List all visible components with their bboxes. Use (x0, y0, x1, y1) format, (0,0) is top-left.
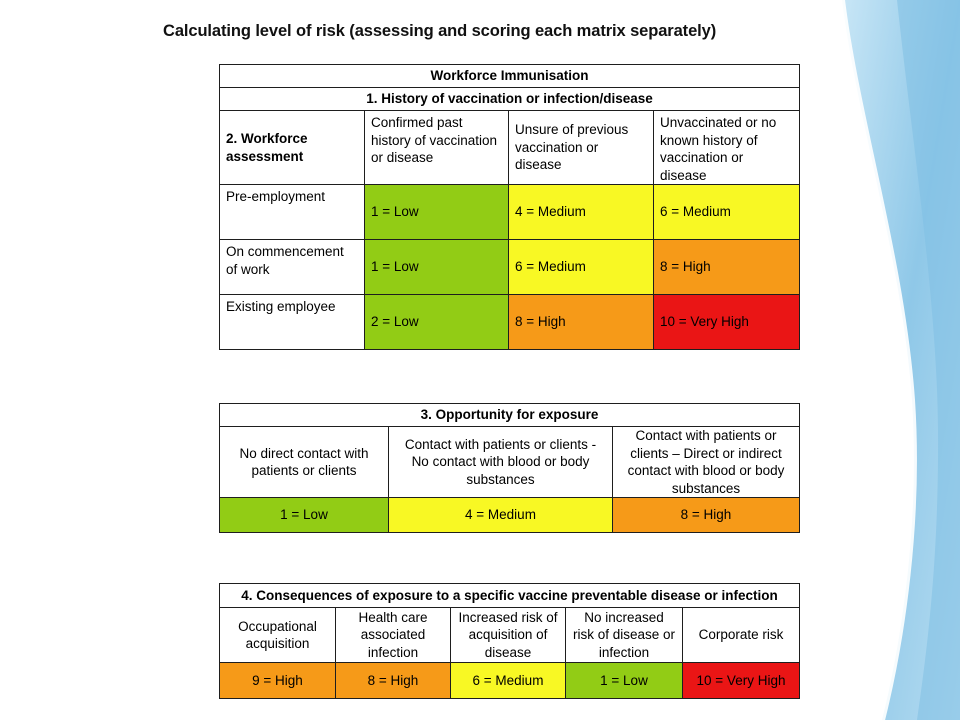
column-header: Contact with patients or clients – Direc… (612, 426, 800, 498)
risk-cell: 6 = Medium (652, 184, 801, 240)
column-header: No increased risk of disease or infectio… (565, 607, 683, 663)
risk-cell: 1 = Low (364, 184, 509, 240)
risk-cell: 10 = Very High (652, 294, 801, 350)
row-label: On commencement of work (219, 239, 365, 295)
risk-cell: 8 = High (508, 294, 654, 350)
matrix-title: 4. Consequences of exposure to a specifi… (219, 583, 800, 608)
row-label: Pre-employment (219, 184, 365, 240)
column-header: Unvaccinated or no known history of vacc… (652, 110, 801, 185)
column-header: Confirmed past history of vaccination or… (364, 110, 509, 185)
column-header: Increased risk of acquisition of disease (450, 607, 566, 663)
risk-cell: 6 = Medium (508, 239, 654, 295)
column-header: Contact with patients or clients - No co… (388, 426, 613, 498)
column-header: Health care associated infection (335, 607, 451, 663)
risk-cell: 9 = High (219, 662, 336, 699)
risk-cell: 2 = Low (364, 294, 509, 350)
matrix-subtitle: 1. History of vaccination or infection/d… (218, 87, 801, 111)
column-header: Unsure of previous vaccination or diseas… (508, 110, 654, 185)
workforce-immunisation-matrix: Workforce Immunisation 1. History of vac… (218, 64, 801, 350)
risk-cell: 8 = High (652, 239, 801, 295)
risk-cell: 6 = Medium (450, 662, 566, 699)
risk-cell: 1 = Low (364, 239, 509, 295)
risk-cell: 4 = Medium (508, 184, 654, 240)
matrix-title: 3. Opportunity for exposure (219, 403, 800, 427)
page-heading: Calculating level of risk (assessing and… (163, 22, 717, 40)
risk-cell: 1 = Low (219, 497, 389, 533)
risk-cell: 8 = High (335, 662, 451, 699)
risk-cell: 8 = High (612, 497, 800, 533)
decorative-swoosh (842, 0, 960, 720)
matrix-title: Workforce Immunisation (218, 64, 801, 88)
risk-cell: 1 = Low (565, 662, 683, 699)
risk-cell: 4 = Medium (388, 497, 613, 533)
column-header: No direct contact with patients or clien… (219, 426, 389, 498)
row-header-workforce-assessment: 2. Workforce assessment (219, 110, 365, 185)
row-label: Existing employee (219, 294, 365, 350)
risk-cell: 10 = Very High (682, 662, 800, 699)
column-header: Corporate risk (682, 607, 800, 663)
column-header: Occupational acquisition (219, 607, 336, 663)
consequences-of-exposure-matrix: 4. Consequences of exposure to a specifi… (219, 583, 800, 699)
opportunity-for-exposure-matrix: 3. Opportunity for exposure No direct co… (219, 403, 800, 533)
